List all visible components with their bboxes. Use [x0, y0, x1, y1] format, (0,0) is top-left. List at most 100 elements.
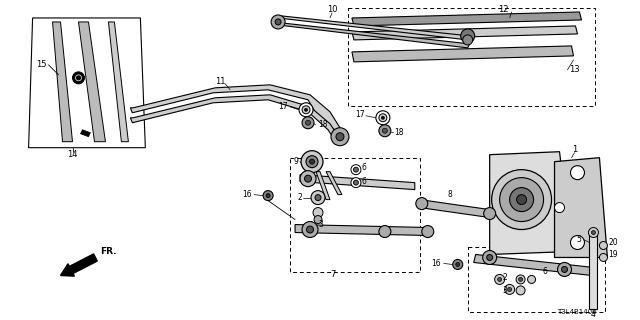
Polygon shape [81, 130, 90, 137]
Circle shape [376, 111, 390, 125]
Circle shape [516, 195, 527, 204]
Text: 16: 16 [431, 259, 441, 268]
Polygon shape [326, 172, 342, 195]
Circle shape [463, 35, 473, 45]
Text: T3L4B1400: T3L4B1400 [557, 309, 597, 316]
Circle shape [527, 276, 536, 284]
Circle shape [299, 103, 313, 117]
Text: 2: 2 [298, 193, 302, 202]
Circle shape [313, 208, 323, 218]
Circle shape [351, 165, 361, 175]
Text: 14: 14 [67, 150, 77, 159]
Polygon shape [278, 16, 470, 40]
Circle shape [353, 180, 358, 185]
Circle shape [554, 203, 564, 212]
Circle shape [275, 19, 281, 25]
Circle shape [484, 208, 495, 220]
Polygon shape [278, 23, 470, 48]
Circle shape [570, 236, 584, 250]
Text: 12: 12 [498, 5, 508, 14]
Bar [589, 229, 597, 309]
Circle shape [302, 117, 314, 129]
Circle shape [504, 284, 515, 294]
Circle shape [452, 260, 463, 269]
Text: 15: 15 [36, 60, 47, 69]
Circle shape [336, 133, 344, 141]
Circle shape [456, 262, 460, 267]
Circle shape [486, 254, 493, 260]
Bar [468, 247, 605, 312]
Circle shape [306, 156, 318, 168]
Polygon shape [131, 85, 340, 133]
Text: 3: 3 [318, 220, 323, 229]
Circle shape [271, 15, 285, 29]
Circle shape [263, 191, 273, 201]
Circle shape [379, 226, 391, 237]
Circle shape [600, 253, 607, 261]
Text: 6: 6 [362, 163, 367, 172]
Text: 17: 17 [278, 102, 288, 111]
Circle shape [379, 125, 391, 137]
Circle shape [76, 75, 81, 81]
Circle shape [314, 216, 322, 224]
Text: 18: 18 [318, 120, 328, 129]
Polygon shape [29, 18, 145, 148]
Polygon shape [300, 175, 415, 190]
Circle shape [305, 175, 312, 182]
Text: 5: 5 [577, 235, 582, 244]
Text: 3: 3 [502, 286, 508, 295]
Bar [348, 8, 595, 106]
Circle shape [516, 286, 525, 295]
Circle shape [495, 275, 504, 284]
Circle shape [500, 178, 543, 221]
Circle shape [588, 228, 598, 237]
Circle shape [331, 128, 349, 146]
Polygon shape [474, 254, 593, 276]
Circle shape [307, 226, 314, 233]
Polygon shape [490, 152, 572, 254]
Text: 11: 11 [215, 77, 226, 86]
Polygon shape [131, 95, 342, 145]
Polygon shape [295, 225, 430, 236]
Bar [290, 158, 420, 272]
Polygon shape [79, 22, 106, 142]
Circle shape [461, 29, 475, 43]
FancyArrow shape [61, 254, 97, 276]
Polygon shape [108, 22, 129, 142]
Polygon shape [52, 22, 72, 142]
Circle shape [561, 267, 568, 272]
Circle shape [305, 120, 310, 125]
Circle shape [416, 197, 428, 210]
Text: 9: 9 [293, 157, 298, 166]
Text: 19: 19 [609, 250, 618, 259]
Circle shape [300, 171, 316, 187]
Circle shape [266, 194, 270, 197]
Circle shape [518, 277, 523, 281]
Circle shape [302, 106, 310, 114]
Text: 17: 17 [355, 110, 365, 119]
Text: 6: 6 [543, 267, 547, 276]
Text: 18: 18 [394, 128, 403, 137]
Circle shape [509, 188, 534, 212]
Text: 10: 10 [327, 5, 337, 14]
Circle shape [301, 151, 323, 173]
Text: 1: 1 [573, 145, 578, 154]
Circle shape [492, 170, 552, 229]
Circle shape [600, 242, 607, 250]
Circle shape [498, 277, 502, 281]
Circle shape [422, 226, 434, 237]
Text: 13: 13 [570, 65, 580, 74]
Circle shape [302, 221, 318, 237]
Polygon shape [554, 158, 607, 258]
Circle shape [310, 159, 314, 164]
Circle shape [508, 287, 511, 292]
Circle shape [305, 108, 308, 111]
Circle shape [570, 166, 584, 180]
Circle shape [381, 116, 385, 119]
Polygon shape [352, 46, 573, 62]
Text: 20: 20 [609, 238, 618, 247]
Text: 16: 16 [243, 190, 252, 199]
Circle shape [483, 251, 497, 264]
Text: FR.: FR. [100, 247, 117, 256]
Text: 2: 2 [502, 273, 508, 282]
